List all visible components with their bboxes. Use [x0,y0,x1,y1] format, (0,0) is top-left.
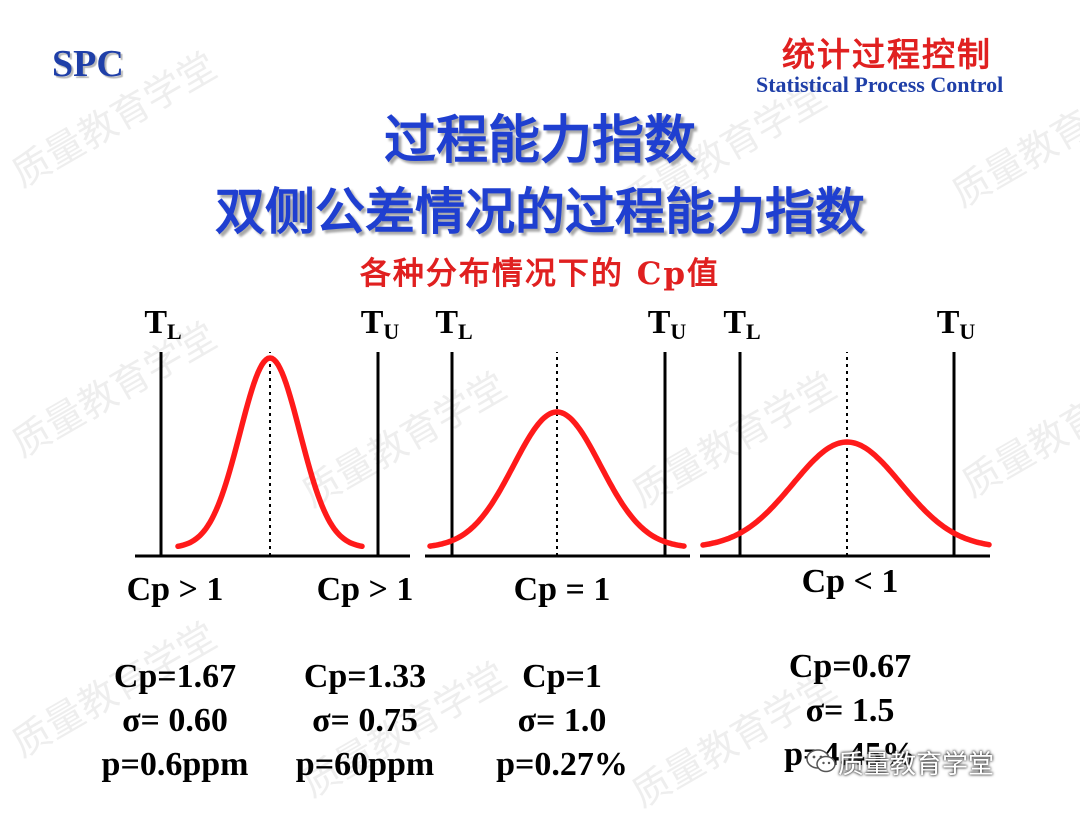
sigma-value: σ= 1.0 [517,702,607,739]
sigma-value: σ= 0.75 [312,702,418,739]
stats-column-2: Cp=1.33 σ= 0.75 p=60ppm [255,655,475,787]
ppm-value: p=0.6ppm [101,746,249,783]
wechat-icon [806,749,836,773]
cp-value: Cp=0.67 [788,648,912,685]
ppm-value: p=4.45% [784,736,916,773]
cp-caption: Cp = 1 [514,571,611,608]
distribution-curve [175,355,365,550]
sigma-value: σ= 0.60 [122,702,228,739]
lower-tolerance-label: TL [723,304,760,344]
lower-tolerance-label: TL [435,304,472,344]
spc-label: SPC [52,43,124,85]
sigma-value: σ= 1.5 [805,692,895,729]
page-title: 过程能力指数 [383,111,696,171]
cp-caption: Cp > 1 [127,571,224,608]
upper-tolerance-label: TU [937,304,976,344]
page-subtitle: 双侧公差情况的过程能力指数 [215,183,865,241]
topic-cn: 统计过程控制 [782,35,992,74]
stats-column-4: Cp=0.67 σ= 1.5 p=4.45% [740,645,960,777]
cp-value: Cp=1.67 [113,658,237,695]
distribution-curve [700,439,992,548]
ppm-value: p=0.27% [496,746,628,783]
diagram-heading: 各种分布情况下的 Cp值 [359,256,721,292]
cp-value: Cp=1.33 [303,658,427,695]
topic-en: Statistical Process Control [756,72,1004,97]
watermark-badge: 质量教育学堂 [838,750,995,780]
distribution-curve [427,409,687,549]
stats-column-3: Cp=1 σ= 1.0 p=0.27% [452,655,672,787]
cp-value: Cp=1 [522,658,602,695]
upper-tolerance-label: TU [361,304,400,344]
cp-caption: Cp < 1 [802,563,899,600]
ppm-value: p=60ppm [295,746,435,783]
upper-tolerance-label: TU [648,304,687,344]
stats-column-1: Cp=1.67 σ= 0.60 p=0.6ppm [65,655,285,787]
lower-tolerance-label: TL [144,304,181,344]
cp-caption: Cp > 1 [317,571,414,608]
